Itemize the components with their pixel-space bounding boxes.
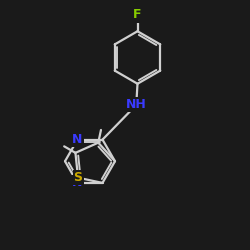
Text: S: S — [74, 171, 82, 184]
Text: N: N — [72, 176, 83, 190]
Text: N: N — [72, 133, 83, 146]
Text: NH: NH — [126, 98, 146, 112]
Text: F: F — [133, 8, 142, 22]
